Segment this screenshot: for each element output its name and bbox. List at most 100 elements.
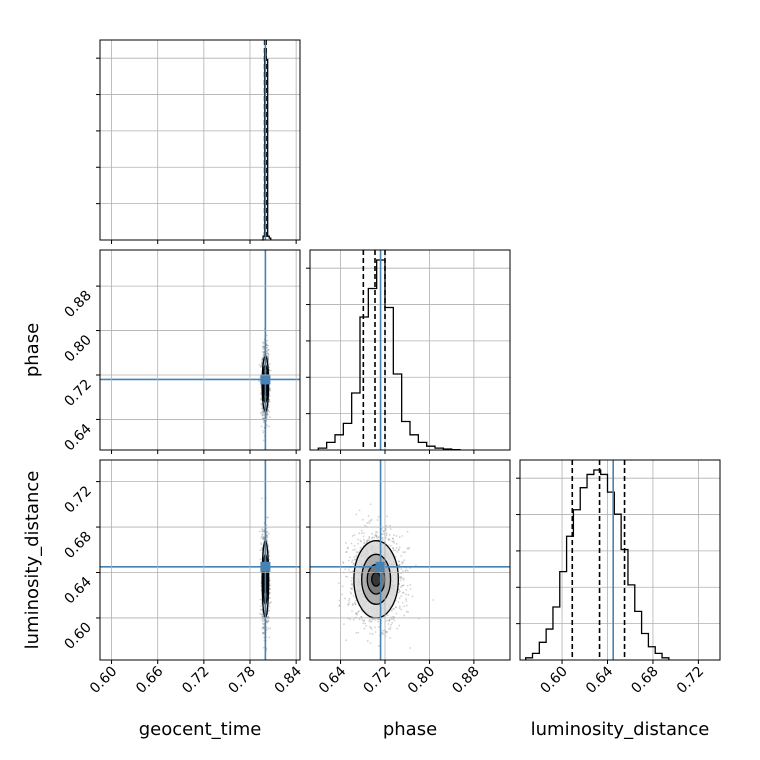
- scatter-point: [369, 632, 372, 635]
- scatter-point: [266, 344, 268, 346]
- scatter-point: [267, 620, 269, 623]
- scatter-point: [357, 610, 360, 613]
- scatter-point: [399, 576, 401, 578]
- scatter-point: [262, 421, 265, 424]
- scatter-point: [405, 604, 408, 607]
- scatter-point: [404, 551, 407, 553]
- scatter-point: [363, 541, 366, 544]
- scatter-point: [267, 615, 270, 618]
- scatter-point: [266, 621, 269, 624]
- scatter-point: [407, 611, 409, 613]
- scatter-point: [369, 642, 372, 644]
- scatter-point: [387, 538, 390, 541]
- scatter-point: [269, 584, 272, 587]
- scatter-point: [268, 605, 271, 608]
- scatter-point: [260, 398, 262, 400]
- scatter-point: [385, 524, 388, 527]
- scatter-point: [360, 616, 363, 618]
- scatter-point: [261, 407, 264, 410]
- scatter-point: [262, 646, 265, 649]
- joint-frame: [99, 249, 301, 451]
- scatter-point: [337, 582, 340, 584]
- scatter-point: [398, 560, 401, 563]
- scatter-point: [396, 551, 399, 553]
- scatter-point: [354, 558, 357, 561]
- scatter-point: [400, 575, 403, 578]
- scatter-point: [268, 425, 271, 428]
- scatter-point: [381, 528, 383, 530]
- scatter-point: [398, 546, 401, 549]
- scatter-point: [341, 585, 344, 588]
- scatter-point: [357, 631, 360, 634]
- scatter-point: [269, 588, 272, 590]
- x-axis-title-phase: phase: [383, 719, 437, 740]
- scatter-point: [388, 619, 390, 622]
- scatter-point: [261, 359, 263, 362]
- scatter-point: [402, 591, 405, 594]
- scatter-point: [261, 414, 264, 417]
- scatter-point: [262, 410, 265, 413]
- scatter-point: [262, 616, 265, 618]
- scatter-point: [405, 569, 408, 572]
- scatter-point: [392, 540, 395, 543]
- scatter-point: [371, 536, 374, 539]
- scatter-point: [355, 632, 358, 634]
- scatter-point: [260, 402, 263, 405]
- scatter-point: [393, 608, 395, 610]
- histogram-step-phase: [317, 259, 461, 451]
- scatter-point: [397, 601, 400, 604]
- scatter-point: [393, 541, 396, 544]
- scatter-point: [338, 599, 341, 602]
- scatter-point: [400, 608, 403, 611]
- scatter-point: [351, 559, 354, 562]
- scatter-point: [265, 347, 268, 350]
- scatter-point: [404, 569, 407, 572]
- scatter-point: [360, 532, 363, 535]
- scatter-point: [262, 351, 265, 354]
- scatter-point: [351, 602, 354, 605]
- scatter-point: [266, 413, 269, 416]
- scatter-point: [262, 345, 265, 348]
- scatter-point: [360, 615, 363, 618]
- scatter-point: [349, 556, 351, 559]
- scatter-point: [386, 614, 389, 617]
- scatter-point: [400, 568, 403, 570]
- scatter-point: [263, 353, 265, 356]
- scatter-point: [376, 536, 379, 539]
- scatter-point: [262, 346, 265, 349]
- scatter-point: [375, 535, 378, 538]
- scatter-point: [262, 627, 265, 630]
- scatter-point: [366, 539, 368, 542]
- scatter-point: [266, 417, 268, 420]
- scatter-point: [406, 530, 409, 533]
- scatter-point: [409, 583, 412, 586]
- scatter-point: [414, 564, 417, 567]
- scatter-point: [405, 588, 408, 591]
- scatter-point: [355, 550, 358, 553]
- scatter-point: [363, 539, 365, 541]
- scatter-point: [396, 627, 399, 630]
- scatter-point: [369, 503, 372, 506]
- scatter-point: [368, 522, 371, 525]
- scatter-point: [400, 572, 403, 575]
- scatter-point: [407, 547, 410, 550]
- scatter-point: [262, 411, 265, 414]
- scatter-point: [261, 626, 264, 629]
- scatter-point: [398, 564, 401, 567]
- scatter-point: [365, 540, 368, 543]
- scatter-point: [356, 538, 359, 541]
- scatter-point: [262, 412, 265, 415]
- truth-marker: [375, 561, 386, 572]
- scatter-point: [261, 350, 264, 353]
- scatter-point: [262, 536, 265, 539]
- scatter-point: [262, 528, 264, 531]
- scatter-point: [398, 624, 401, 627]
- scatter-point: [385, 619, 388, 622]
- scatter-point: [259, 608, 262, 611]
- scatter-point: [399, 577, 402, 579]
- scatter-point: [381, 533, 383, 536]
- scatter-point: [389, 628, 392, 630]
- scatter-point: [269, 597, 271, 599]
- scatter-point: [395, 535, 398, 537]
- scatter-point: [342, 562, 345, 564]
